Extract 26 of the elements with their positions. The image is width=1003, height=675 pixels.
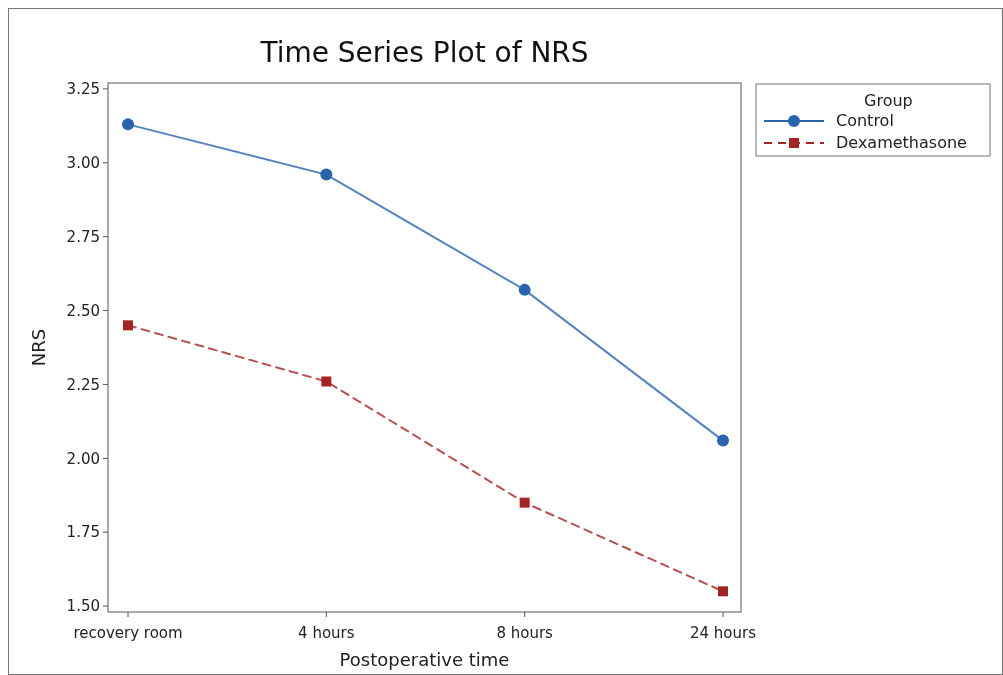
point — [321, 376, 332, 387]
x-tick-label: 4 hours — [298, 624, 355, 642]
x-tick-label: 24 hours — [689, 624, 757, 642]
point — [519, 497, 530, 508]
x-axis-title: Postoperative time — [339, 649, 510, 670]
point — [518, 283, 531, 296]
point — [718, 586, 728, 597]
y-tick-label: 2.50 — [66, 301, 100, 320]
x-tick-label: recovery room — [73, 624, 183, 642]
point — [123, 320, 133, 331]
y-tick-label: 1.75 — [66, 523, 100, 542]
point — [122, 118, 134, 131]
legend-label: Dexamethasone — [836, 133, 967, 152]
chart-title: Time Series Plot of NRS — [259, 36, 589, 69]
y-tick-label: 1.50 — [66, 597, 100, 616]
y-tick-label: 3.00 — [66, 154, 100, 173]
point — [320, 168, 333, 181]
legend-label: Control — [836, 111, 894, 130]
y-tick-label: 2.00 — [66, 449, 100, 468]
y-axis-title: NRS — [28, 328, 49, 367]
y-tick-label: 2.25 — [66, 375, 100, 394]
y-tick-label: 3.25 — [66, 80, 100, 99]
y-tick-label: 2.75 — [66, 227, 100, 246]
legend-title: Group — [864, 91, 913, 110]
point — [717, 434, 729, 447]
x-tick-label: 8 hours — [496, 624, 554, 642]
